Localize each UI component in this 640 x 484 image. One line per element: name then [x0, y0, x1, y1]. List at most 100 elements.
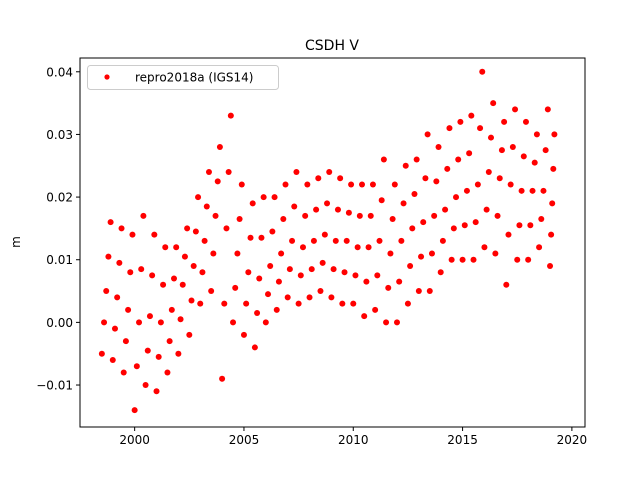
data-point	[171, 275, 178, 282]
data-point	[151, 231, 158, 238]
data-point	[293, 169, 300, 176]
data-point	[162, 244, 169, 251]
x-tick-label: 2020	[557, 433, 588, 447]
y-tick-label: 0.03	[46, 128, 73, 142]
data-point	[463, 187, 470, 194]
data-point	[481, 244, 488, 251]
data-point	[450, 225, 457, 232]
data-point	[376, 237, 383, 244]
data-point	[343, 237, 350, 244]
data-point	[258, 234, 265, 241]
data-point	[177, 316, 184, 323]
data-point	[308, 266, 315, 273]
data-point	[271, 194, 278, 201]
data-point	[474, 181, 481, 188]
data-point	[479, 68, 486, 75]
data-point	[374, 272, 381, 279]
data-point	[407, 262, 414, 269]
legend: repro2018a (IGS14)	[87, 65, 279, 90]
data-point	[413, 156, 420, 163]
data-point	[155, 353, 162, 360]
data-point	[306, 294, 313, 301]
y-tick-label: 0.01	[46, 253, 73, 267]
data-point	[391, 181, 398, 188]
data-point	[166, 338, 173, 345]
chart-title: CSDH V	[305, 38, 359, 54]
data-point	[304, 181, 311, 188]
data-point	[260, 194, 267, 201]
data-point	[339, 300, 346, 307]
data-point	[345, 209, 352, 216]
data-point	[98, 350, 105, 357]
legend-label: repro2018a (IGS14)	[135, 71, 253, 85]
data-point	[251, 344, 258, 351]
data-point	[457, 118, 464, 125]
data-point	[435, 143, 442, 150]
data-point	[396, 278, 403, 285]
data-point	[168, 306, 175, 313]
data-point	[302, 212, 309, 219]
data-point	[418, 253, 425, 260]
data-point	[190, 262, 197, 269]
data-point	[205, 169, 212, 176]
data-point	[280, 216, 287, 223]
data-point	[181, 253, 188, 260]
data-point	[341, 269, 348, 276]
data-point	[496, 175, 503, 182]
data-point	[383, 319, 390, 326]
data-point	[286, 266, 293, 273]
data-point	[492, 250, 499, 257]
data-point	[369, 181, 376, 188]
data-point	[472, 219, 479, 226]
data-point	[186, 331, 193, 338]
data-point	[433, 178, 440, 185]
data-point	[127, 269, 134, 276]
data-point	[509, 143, 516, 150]
data-point	[422, 175, 429, 182]
data-point	[411, 190, 418, 197]
data-point	[160, 281, 167, 288]
data-point	[525, 256, 532, 263]
data-point	[520, 153, 527, 160]
data-point	[442, 206, 449, 213]
data-point	[372, 306, 379, 313]
data-point	[262, 319, 269, 326]
data-point	[350, 300, 357, 307]
data-point	[487, 134, 494, 141]
data-point	[269, 228, 276, 235]
data-point	[533, 131, 540, 138]
data-point	[103, 288, 110, 295]
data-point	[136, 319, 143, 326]
data-point	[157, 319, 164, 326]
data-point	[101, 319, 108, 326]
data-point	[225, 169, 232, 176]
data-point	[221, 300, 228, 307]
data-point	[527, 222, 534, 229]
data-point	[363, 278, 370, 285]
data-point	[529, 187, 536, 194]
data-point	[223, 225, 230, 232]
y-axis-label: m	[9, 236, 23, 248]
x-tick-label: 2000	[119, 433, 150, 447]
data-point	[236, 216, 243, 223]
data-point	[387, 250, 394, 257]
data-point	[542, 147, 549, 154]
x-tick-label: 2015	[447, 433, 478, 447]
data-point	[501, 118, 508, 125]
data-point	[238, 181, 245, 188]
data-point	[208, 288, 215, 295]
data-point	[273, 306, 280, 313]
data-point	[184, 225, 191, 232]
data-point	[140, 212, 147, 219]
data-point	[400, 200, 407, 207]
data-point	[409, 225, 416, 232]
data-point	[129, 231, 136, 238]
data-point	[485, 169, 492, 176]
data-point	[247, 234, 254, 241]
x-tick-label: 2005	[229, 433, 260, 447]
data-point	[518, 187, 525, 194]
data-point	[142, 382, 149, 389]
data-point	[164, 369, 171, 376]
data-point	[278, 250, 285, 257]
